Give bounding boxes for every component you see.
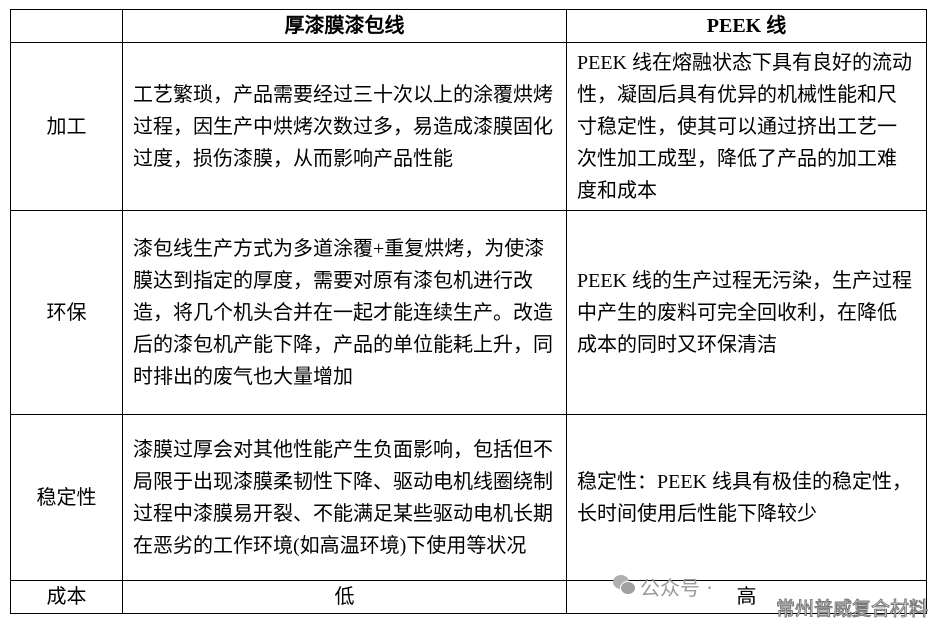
- cell-thick-film: 漆膜过厚会对其他性能产生负面影响，包括但不局限于出现漆膜柔韧性下降、驱动电机线圈…: [122, 414, 567, 581]
- table-row: 加工 工艺繁琐，产品需要经过三十次以上的涂覆烘烤过程，因生产中烘烤次数过多，易造…: [10, 42, 927, 211]
- watermark-prefix: 公众号 ·: [640, 576, 713, 600]
- header-row: 厚漆膜漆包线 PEEK 线: [10, 9, 927, 43]
- comparison-table: 厚漆膜漆包线 PEEK 线 加工 工艺繁琐，产品需要经过三十次以上的涂覆烘烤过程…: [10, 9, 927, 614]
- cell-thick-film: 工艺繁琐，产品需要经过三十次以上的涂覆烘烤过程，因生产中烘烤次数过多，易造成漆膜…: [122, 42, 567, 211]
- header-thick-film-wire: 厚漆膜漆包线: [122, 9, 567, 43]
- cell-thick-film: 低: [122, 580, 567, 614]
- cell-peek: PEEK 线的生产过程无污染，生产过程中产生的废料可完全回收利，在降低成本的同时…: [566, 210, 927, 415]
- watermark-name: 常州普威复合材料: [775, 598, 929, 621]
- table-row: 稳定性 漆膜过厚会对其他性能产生负面影响，包括但不局限于出现漆膜柔韧性下降、驱动…: [10, 414, 927, 581]
- row-label: 环保: [10, 210, 123, 415]
- table-row: 环保 漆包线生产方式为多道涂覆+重复烘烤，为使漆膜达到指定的厚度，需要对原有漆包…: [10, 210, 927, 415]
- wechat-icon: [613, 575, 636, 595]
- row-label: 成本: [10, 580, 123, 614]
- cell-peek: PEEK 线在熔融状态下具有良好的流动性，凝固后具有优异的机械性能和尺寸稳定性，…: [566, 42, 927, 211]
- header-peek-wire: PEEK 线: [566, 9, 927, 43]
- row-label: 加工: [10, 42, 123, 211]
- header-empty: [10, 9, 123, 43]
- row-label: 稳定性: [10, 414, 123, 581]
- cell-peek: 稳定性：PEEK 线具有极佳的稳定性，长时间使用后性能下降较少: [566, 414, 927, 581]
- cell-thick-film: 漆包线生产方式为多道涂覆+重复烘烤，为使漆膜达到指定的厚度，需要对原有漆包机进行…: [122, 210, 567, 415]
